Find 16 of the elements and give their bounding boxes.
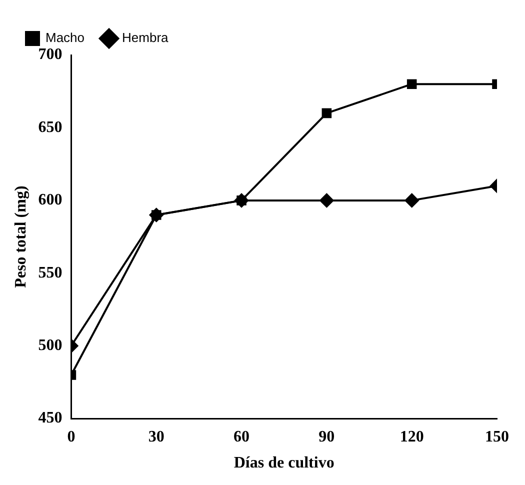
- y-tick-label: 700: [38, 46, 62, 64]
- y-axis-title: Peso total (mg): [12, 186, 30, 288]
- y-tick-label: 450: [38, 410, 62, 427]
- x-tick-label: 60: [234, 428, 250, 446]
- x-axis-title: Días de cultivo: [234, 454, 334, 472]
- y-tick-label: 650: [38, 118, 62, 136]
- x-tick-label: 120: [400, 428, 424, 446]
- legend-label: Macho: [46, 30, 85, 46]
- legend-label: Hembra: [122, 30, 170, 46]
- y-tick-label: 550: [38, 264, 62, 282]
- x-tick-label: 30: [148, 428, 164, 446]
- x-tick-label: 90: [318, 428, 335, 446]
- y-tick-label: 600: [38, 192, 62, 209]
- x-tick-label: 0: [67, 428, 76, 446]
- x-tick-label: 150: [485, 428, 509, 446]
- y-tick-label: 500: [38, 337, 62, 354]
